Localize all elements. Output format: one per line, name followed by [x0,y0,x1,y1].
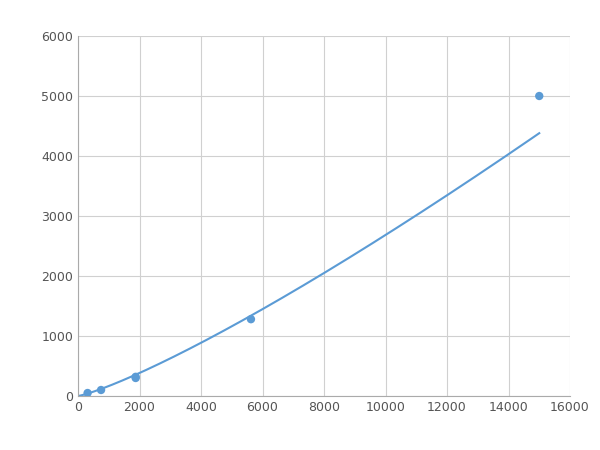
Point [131,373,140,380]
Point [535,92,544,99]
Point [131,374,140,382]
Point [96,387,106,394]
Point [83,389,92,396]
Point [246,315,256,323]
